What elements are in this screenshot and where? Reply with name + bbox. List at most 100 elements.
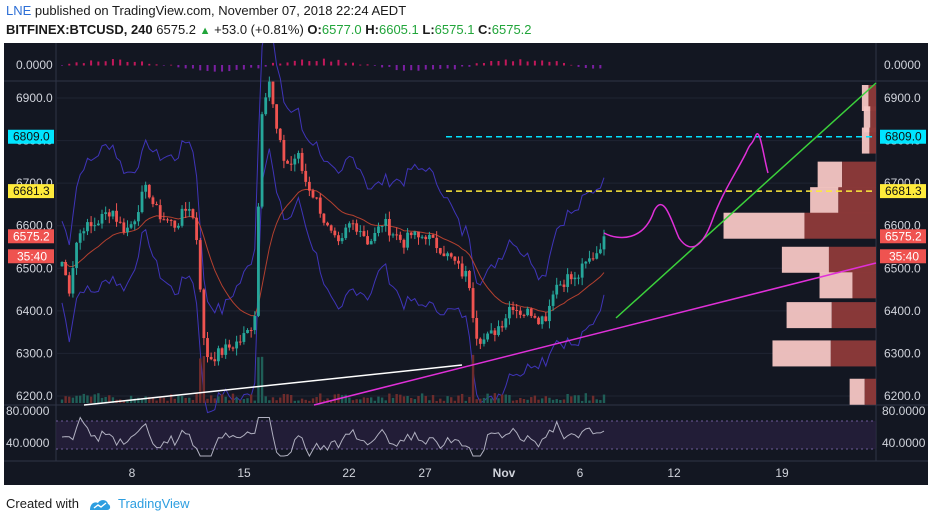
volume-bar [377,396,380,403]
candle-body [224,344,228,355]
time-label: 6 [577,466,584,480]
magenta-trendline[interactable] [313,262,877,406]
osc-bar [177,65,180,68]
osc-bar [141,61,144,66]
volume-bar [202,356,206,403]
volume-bar [442,400,446,403]
rsi-tick-80-left: 80.0000 [6,404,50,418]
projected-path-drawing[interactable] [603,133,769,248]
candle-body [71,268,75,294]
candle-body [100,213,104,224]
candle-body [446,253,449,257]
osc-bar [68,63,71,66]
rsi-tick-80-right: 80.0000 [882,404,926,418]
candle-body [235,341,239,349]
price-grid [56,97,876,397]
candle-body [184,208,188,211]
osc-bar [344,62,347,66]
volume-profile [723,85,876,405]
candle-body [311,190,315,198]
osc-bar [90,60,93,66]
time-label: Nov [493,466,516,480]
volume-profile-sell [863,106,871,133]
candle-body [406,232,409,248]
candle-body [260,114,264,207]
price-tick-left: 6200.0 [16,389,53,403]
osc-bar [519,59,522,66]
candle-body [548,305,551,322]
osc-bar [497,60,500,66]
candle-body [278,128,282,140]
volume-bar [420,393,424,403]
volume-bar [493,393,497,403]
volume-profile-sell [817,161,843,188]
volume-bar [326,398,329,403]
osc-bar [337,59,340,66]
candle-body [453,256,457,261]
volume-bar [591,395,595,403]
candle-body [300,152,304,171]
volume-bar [268,400,271,403]
volume-bar [304,399,307,403]
candle-body [573,277,577,280]
volume-bar [362,397,366,403]
candle-body [493,330,497,335]
volume-bar [402,396,406,403]
candle-body [198,240,202,290]
volume-bar [482,397,486,403]
volume-bar [293,400,297,403]
candle-body [544,316,548,322]
candle-body [351,223,355,225]
osc-bar [322,58,325,66]
osc-bar [570,64,573,66]
candle-body [497,326,500,335]
green-trendline[interactable] [615,82,877,319]
candle-body [75,242,78,269]
volume-bar [388,393,391,403]
volume-bar [224,396,227,403]
candle-body [227,344,231,348]
candle-body [358,231,362,233]
volume-bar [446,396,449,403]
price-tick-right: 6600.0 [884,219,921,233]
last-price: 6575.2 [156,22,197,37]
osc-bar [264,65,267,67]
symbol-header: BITFINEX:BTCUSD, 240 6575.2 ▲ +53.0 (+0.… [6,22,532,37]
candle-body [122,222,126,233]
candle-body [67,275,71,294]
price-change: +53.0 (+0.81%) [214,22,304,37]
volume-bar [144,396,147,403]
volume-bar [97,393,100,403]
candle-body [231,347,235,349]
volume-profile-sell [772,340,831,367]
candle-body [460,263,464,277]
volume-bar [410,397,413,403]
volume-bar [220,394,224,403]
osc-bar [388,65,391,67]
osc-bar [97,61,100,66]
chart-area[interactable]: 0.0000 0.0000 6900.06900.06800.06800.067… [4,43,928,485]
volume-bar [580,400,584,403]
candle-body [387,218,391,236]
volume-bar [231,393,235,403]
candle-body [486,333,489,340]
volume-bar [217,396,220,403]
candle-body [213,359,217,362]
candle-body [304,170,308,182]
svg-text:35:40: 35:40 [17,249,47,263]
rsi-tick-40-right: 40.0000 [882,436,926,450]
volume-profile-sell [723,212,805,239]
osc-bar [395,65,398,71]
white-trendline[interactable] [83,364,463,406]
time-label: 15 [237,466,251,480]
volume-bar [75,395,78,403]
author-link[interactable]: LNE [6,3,32,18]
top-indicator-label-right: 0.0000 [884,58,921,72]
candle-body [537,317,540,325]
volume-bar [490,398,493,403]
tradingview-link[interactable]: TradingView [118,496,190,511]
osc-bar [111,59,114,66]
candle-body [427,234,431,240]
osc-bar [504,59,507,66]
candle-body [158,205,162,220]
